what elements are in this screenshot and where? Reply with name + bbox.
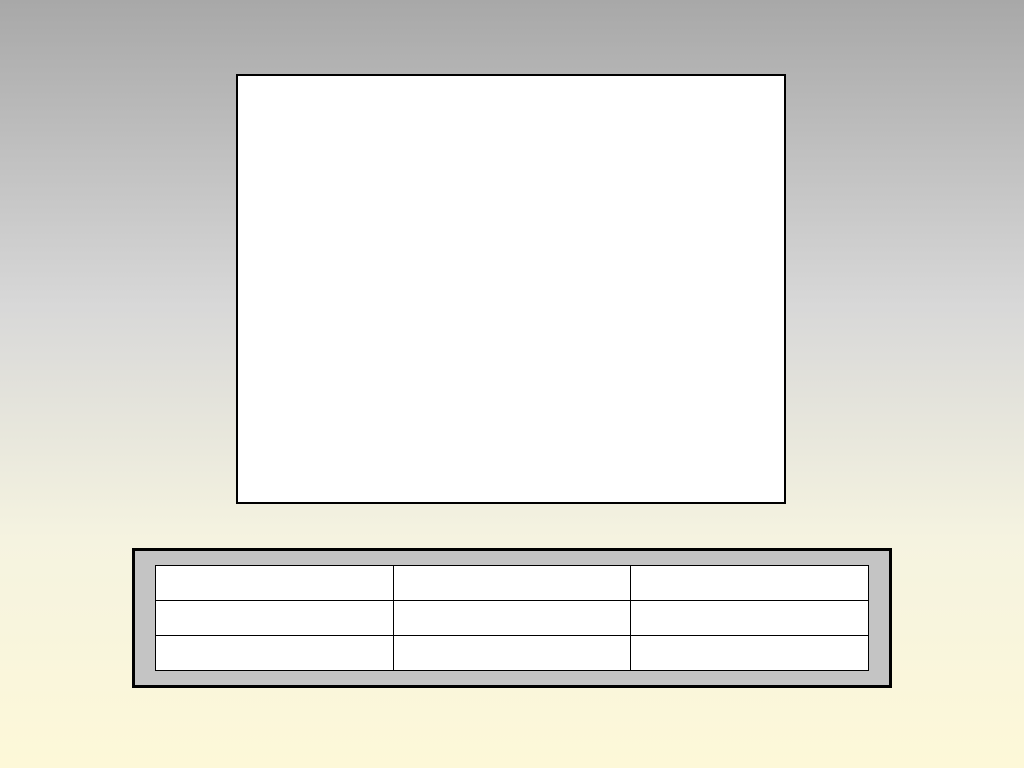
table-row bbox=[156, 566, 869, 601]
table-cell bbox=[393, 566, 631, 601]
phase-diagram-svg bbox=[238, 76, 784, 502]
phase-table bbox=[155, 565, 869, 671]
phase-table-panel bbox=[132, 548, 892, 688]
table-cell bbox=[156, 566, 394, 601]
phase-diagram bbox=[236, 74, 786, 504]
table-row bbox=[156, 601, 869, 636]
table-cell bbox=[631, 566, 869, 601]
table-cell bbox=[156, 636, 394, 671]
table-cell bbox=[393, 601, 631, 636]
table-row bbox=[156, 636, 869, 671]
table-cell bbox=[631, 636, 869, 671]
table-cell bbox=[631, 601, 869, 636]
table-cell bbox=[393, 636, 631, 671]
table-cell bbox=[156, 601, 394, 636]
